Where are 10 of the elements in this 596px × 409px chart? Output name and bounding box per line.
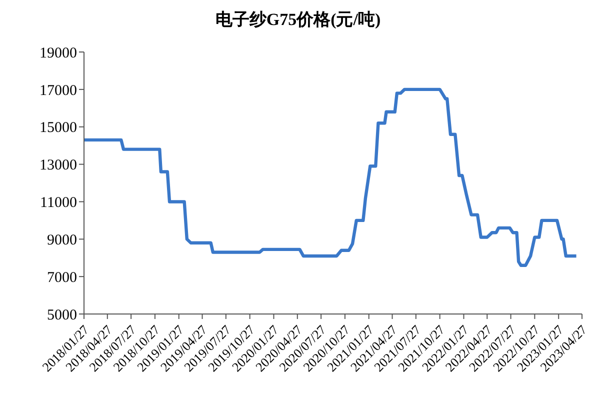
y-tick-label: 5000	[47, 307, 77, 324]
y-tick-label: 19000	[40, 45, 77, 62]
y-tick-label: 13000	[40, 158, 77, 174]
chart-title: 电子纱G75价格(元/吨)	[214, 9, 382, 31]
y-tick-label: 15000	[40, 120, 77, 136]
y-tick-label: 7000	[47, 270, 77, 286]
y-tick-label: 17000	[40, 82, 77, 99]
y-tick-label: 9000	[47, 232, 77, 248]
line-series	[84, 88, 578, 267]
y-tick-label: 11000	[40, 195, 77, 212]
